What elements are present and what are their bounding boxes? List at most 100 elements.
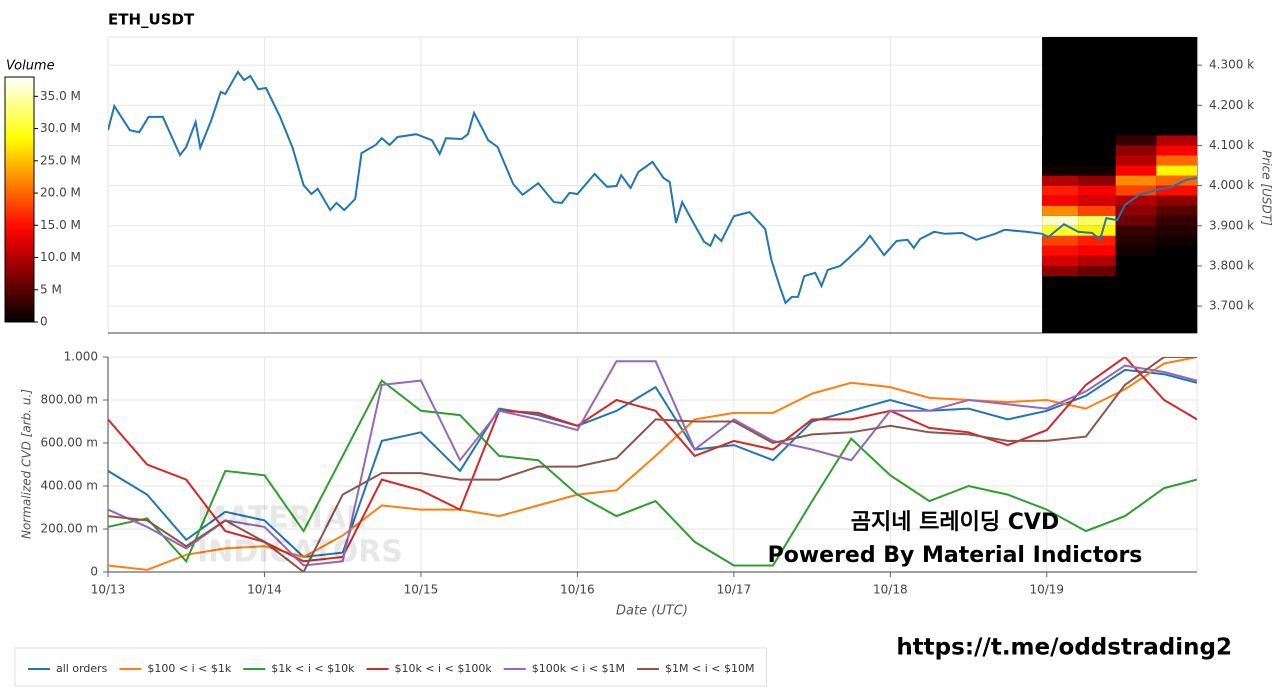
legend-label: $10k < i < $100k: [394, 662, 492, 675]
x-tick-label: 10/17: [717, 583, 752, 597]
y-tick-label: 800.00 m: [41, 393, 99, 407]
heatmap-cell: [1156, 255, 1197, 266]
heatmap-cell: [1156, 135, 1197, 146]
heatmap-cell: [1156, 265, 1197, 276]
heatmap-cell: [1042, 165, 1079, 176]
colorbar-tick-label: 20.0 M: [40, 186, 81, 200]
heatmap-cell: [1115, 235, 1157, 246]
x-tick-label: 10/19: [1029, 583, 1064, 597]
heatmap-cell: [1078, 155, 1116, 166]
heatmap-cell: [1078, 195, 1116, 206]
heatmap-cell: [1042, 265, 1079, 276]
heatmap-cell: [1078, 245, 1116, 256]
heatmap-cell: [1078, 265, 1116, 276]
watermark: INDICATORS: [197, 535, 403, 570]
heatmap-cell: [1115, 185, 1157, 196]
y-tick-label: 4.300 k: [1209, 58, 1254, 72]
y-axis-label: Price [USDT]: [1260, 150, 1274, 226]
heatmap-cell: [1156, 215, 1197, 226]
colorbar-tick-label: 0: [40, 315, 48, 329]
legend-label: $100 < i < $1k: [147, 662, 231, 675]
heatmap-cell: [1156, 145, 1197, 156]
heatmap-cell: [1078, 255, 1116, 266]
x-tick-label: 10/16: [560, 583, 595, 597]
legend-label: all orders: [56, 662, 108, 675]
heatmap-cell: [1115, 175, 1157, 186]
chart-title: ETH_USDT: [108, 11, 195, 29]
heatmap-cell: [1078, 175, 1116, 186]
colorbar-tick-label: 15.0 M: [40, 218, 81, 232]
heatmap-cell: [1042, 155, 1079, 166]
heatmap-cell: [1042, 255, 1079, 266]
heatmap-cell: [1115, 265, 1157, 276]
colorbar-tick-label: 25.0 M: [40, 153, 81, 167]
heatmap-cell: [1042, 235, 1079, 246]
x-tick-label: 10/18: [873, 583, 908, 597]
heatmap-cell: [1156, 245, 1197, 256]
heatmap-cell: [1078, 185, 1116, 196]
legend-box: [14, 647, 767, 687]
watermark: MATERIAL: [197, 501, 365, 536]
legend-label: $1k < i < $10k: [271, 662, 355, 675]
heatmap-cell: [1156, 165, 1197, 176]
heatmap-cell: [1156, 205, 1197, 216]
heatmap-cell: [1115, 145, 1157, 156]
x-tick-label: 10/14: [247, 583, 282, 597]
heatmap-cell: [1042, 185, 1079, 196]
heatmap-cell: [1115, 205, 1157, 216]
heatmap-cell: [1156, 225, 1197, 236]
y-tick-label: 4.000 k: [1209, 178, 1254, 192]
heatmap-cell: [1078, 135, 1116, 146]
y-tick-label: 4.200 k: [1209, 98, 1254, 112]
heatmap-cell: [1115, 225, 1157, 236]
y-tick-label: 1.000: [64, 350, 98, 364]
annotation: 곰지네 트레이딩 CVD: [851, 510, 1059, 535]
colorbar-tick-label: 10.0 M: [40, 250, 81, 264]
heatmap-cell: [1078, 225, 1116, 236]
heatmap-cell: [1078, 165, 1116, 176]
heatmap-cell: [1078, 145, 1116, 156]
x-tick-label: 10/15: [404, 583, 439, 597]
heatmap-cell: [1115, 135, 1157, 146]
legend-label: $100k < i < $1M: [532, 662, 625, 675]
heatmap-cell: [1078, 205, 1116, 216]
link[interactable]: https://t.me/oddstrading2: [896, 635, 1232, 661]
y-tick-label: 4.100 k: [1209, 138, 1254, 152]
plot-frame: [107, 356, 1198, 573]
heatmap-cell: [1115, 245, 1157, 256]
heatmap-cell: [1156, 185, 1197, 196]
heatmap-cell: [1156, 235, 1197, 246]
legend-label: $1M < i < $10M: [665, 662, 754, 675]
colorbar-tick-label: 5 M: [40, 282, 62, 296]
colorbar-tick-label: 30.0 M: [40, 121, 81, 135]
heatmap-cell: [1042, 245, 1079, 256]
y-tick-label: 3.800 k: [1209, 258, 1254, 272]
colorbar-tick-label: 35.0 M: [40, 89, 81, 103]
colorbar-title: Volume: [6, 59, 55, 74]
heatmap-cell: [1115, 155, 1157, 166]
x-tick-label: 10/13: [91, 583, 126, 597]
y-tick-label: 200.00 m: [41, 522, 99, 536]
y-axis-label: Normalized CVD [arb. u.]: [20, 389, 34, 539]
heatmap-cell: [1042, 135, 1079, 146]
y-tick-label: 400.00 m: [41, 479, 99, 493]
series-line: [108, 379, 1197, 567]
heatmap-cell: [1115, 195, 1157, 206]
heatmap-cell: [1042, 175, 1079, 186]
annotation: Powered By Material Indictors: [768, 543, 1143, 568]
series-line: [108, 368, 1197, 559]
plot-frame: [107, 36, 1198, 334]
heatmap-cell: [1156, 195, 1197, 206]
series-line: [108, 360, 1197, 567]
heatmap-cell: [1156, 175, 1197, 186]
y-tick-label: 0: [90, 565, 98, 579]
heatmap-cell: [1078, 215, 1116, 226]
heatmap-cell: [1042, 225, 1079, 236]
series-line: [108, 70, 1197, 305]
heatmap-cell: [1042, 195, 1079, 206]
colorbar: [4, 76, 35, 323]
heatmap-cell: [1042, 205, 1079, 216]
x-axis-label: Date (UTC): [616, 604, 688, 619]
heatmap-cell: [1042, 215, 1079, 226]
